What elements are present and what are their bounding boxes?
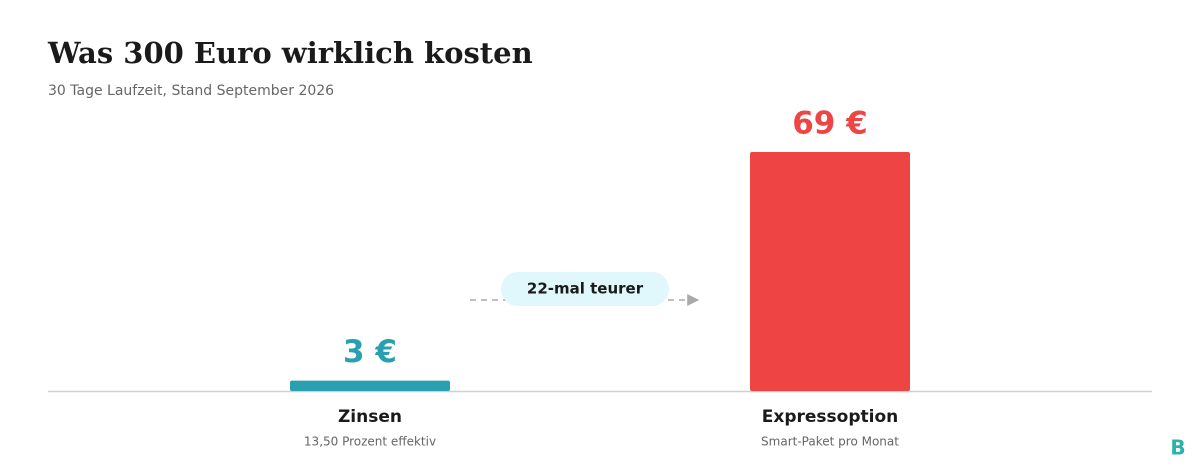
logo: B — [1170, 436, 1185, 460]
chart-title: Was 300 Euro wirklich kosten — [47, 36, 533, 70]
value-label: 69 € — [792, 106, 868, 142]
annotation-pill — [501, 272, 669, 306]
annotation: 22-mal teurer — [527, 280, 644, 298]
chart-subtitle: 30 Tage Laufzeit, Stand September 2026 — [48, 83, 334, 99]
bar — [750, 152, 910, 391]
value-label: 3 € — [343, 334, 397, 370]
category-label: Zinsen — [338, 407, 402, 427]
bar — [290, 380, 450, 391]
category-note: Smart-Paket pro Monat — [761, 435, 899, 449]
category-label: Expressoption — [762, 407, 898, 427]
category-note: 13,50 Prozent effektiv — [304, 435, 436, 449]
